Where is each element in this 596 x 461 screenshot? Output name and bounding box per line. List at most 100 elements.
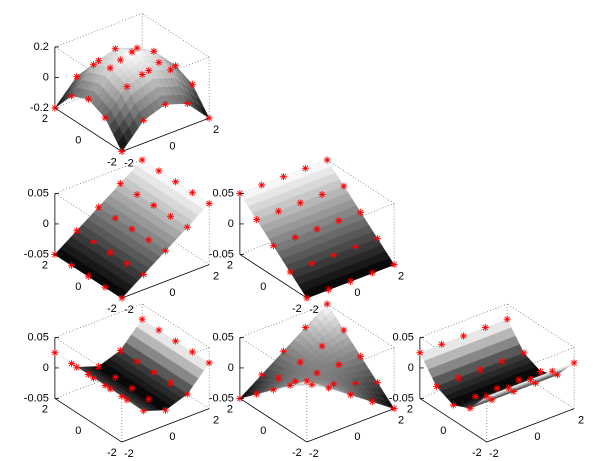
axis-line: [54, 107, 123, 152]
data-marker: [390, 405, 398, 413]
z-tick-label: -0.05: [389, 392, 414, 404]
data-marker: [73, 363, 81, 371]
axis-line: [121, 117, 210, 152]
x-tick-label: 0: [169, 431, 175, 443]
data-marker: [138, 70, 146, 78]
box-edge: [141, 303, 210, 348]
data-marker: [253, 216, 261, 224]
data-marker: [167, 379, 175, 387]
data-marker: [274, 207, 282, 215]
x-tick-label: 0: [354, 431, 360, 443]
data-marker: [274, 374, 282, 382]
data-marker: [123, 260, 131, 268]
data-marker: [116, 180, 124, 188]
data-marker: [140, 116, 148, 124]
x-tick-label: -2: [309, 448, 319, 460]
data-marker: [301, 324, 309, 332]
data-marker: [476, 366, 484, 374]
x-tick-label: -2: [489, 448, 499, 460]
data-marker: [313, 369, 321, 377]
data-marker: [520, 349, 528, 357]
data-marker: [155, 58, 163, 66]
data-marker: [280, 173, 288, 181]
box-edge: [54, 13, 143, 48]
data-marker: [188, 80, 196, 88]
x-tick-label: 0: [354, 287, 360, 299]
z-tick-label: 0: [43, 362, 49, 374]
box-edge: [141, 13, 210, 58]
surface-patch: [117, 134, 128, 152]
data-marker: [111, 373, 119, 381]
data-marker: [188, 189, 196, 197]
data-marker: [205, 114, 213, 122]
data-marker: [205, 359, 213, 367]
data-marker: [303, 377, 311, 385]
axis-line: [121, 408, 210, 443]
data-marker: [101, 114, 109, 122]
box-edge: [326, 303, 395, 348]
data-marker: [481, 324, 489, 332]
data-marker: [128, 225, 136, 233]
x-tick-label: 2: [578, 414, 584, 426]
data-marker: [128, 48, 136, 56]
data-marker: [323, 156, 331, 164]
data-marker: [101, 283, 109, 291]
z-tick-label: -0.05: [24, 248, 49, 260]
data-marker: [286, 268, 294, 276]
data-marker: [111, 45, 119, 53]
box-edge: [419, 303, 508, 338]
axis-line: [306, 408, 395, 443]
data-marker: [335, 361, 343, 369]
data-marker: [253, 390, 261, 398]
y-tick-label: 0: [440, 425, 446, 437]
data-marker: [325, 286, 333, 294]
z-tick-label: -0.2: [30, 102, 49, 114]
data-marker: [150, 201, 158, 209]
data-marker: [161, 100, 169, 108]
data-marker: [145, 395, 153, 403]
data-marker: [258, 181, 266, 189]
axis-line: [239, 254, 308, 299]
box-edge: [239, 220, 328, 255]
z-tick-label: -0.05: [209, 248, 234, 260]
data-marker: [510, 388, 518, 396]
z-tick-label: 0: [228, 218, 234, 230]
data-marker: [68, 92, 76, 100]
data-marker: [498, 357, 506, 365]
axis-line: [121, 264, 210, 299]
data-marker: [258, 371, 266, 379]
x-tick-label: 2: [213, 414, 219, 426]
data-marker: [515, 376, 523, 384]
data-marker: [167, 66, 175, 74]
data-marker: [340, 182, 348, 190]
data-marker: [118, 148, 126, 156]
data-marker: [161, 247, 169, 255]
z-tick-label: 0: [43, 71, 49, 83]
data-marker: [449, 401, 457, 409]
box-edge: [506, 303, 575, 348]
data-marker: [123, 396, 131, 404]
data-marker: [101, 381, 109, 389]
data-marker: [116, 346, 124, 354]
axis-line: [419, 398, 488, 443]
data-marker: [466, 404, 474, 412]
data-marker: [84, 370, 92, 378]
data-marker: [133, 357, 141, 365]
data-marker: [89, 238, 97, 246]
data-marker: [471, 393, 479, 401]
data-marker: [373, 234, 381, 242]
data-marker: [291, 233, 299, 241]
data-marker: [155, 167, 163, 175]
data-marker: [167, 212, 175, 220]
data-marker: [346, 277, 354, 285]
y-tick-label: 2: [227, 259, 233, 271]
data-marker: [155, 326, 163, 334]
data-marker: [106, 385, 114, 393]
data-marker: [269, 386, 277, 394]
data-marker: [138, 156, 146, 164]
data-marker: [308, 381, 316, 389]
data-marker: [140, 407, 148, 415]
axis-line: [54, 398, 123, 443]
y-tick-label: 2: [227, 403, 233, 415]
y-tick-label: 0: [75, 135, 81, 147]
